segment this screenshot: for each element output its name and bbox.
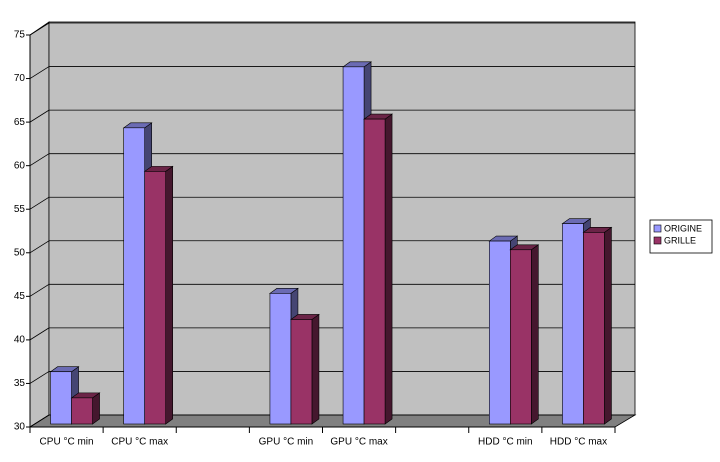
bar	[363, 118, 386, 425]
grid-line-side	[29, 153, 50, 167]
y-tick-label: 55	[14, 204, 26, 215]
grid-line-side	[29, 240, 50, 254]
bar	[290, 319, 313, 425]
y-tick-label: 50	[14, 247, 26, 258]
grid-line-side	[29, 414, 50, 428]
side-wall	[29, 21, 50, 428]
x-tick-label: CPU °C min	[40, 437, 94, 448]
y-tick-label: 35	[14, 378, 26, 389]
bar-side	[604, 226, 612, 425]
grid-line-side	[29, 66, 50, 79]
y-tick-label: 40	[14, 335, 26, 346]
grid-line-side	[29, 283, 50, 297]
bar	[144, 171, 166, 425]
grid-line-side	[29, 22, 50, 36]
bar-side	[92, 392, 100, 425]
bar	[71, 397, 93, 425]
legend-label: ORIGINE	[664, 223, 702, 233]
x-tick-label: CPU °C max	[111, 437, 168, 448]
floor	[28, 414, 637, 428]
bar	[489, 240, 511, 425]
grid-line-side	[29, 327, 50, 341]
bar-side	[165, 165, 173, 425]
x-tick-label: GPU °C max	[330, 437, 387, 448]
bar	[342, 66, 365, 425]
bar	[123, 127, 145, 425]
x-tick-label: GPU °C min	[259, 437, 314, 448]
x-tick-label: HDD °C min	[478, 437, 533, 448]
y-tick-label: 70	[14, 73, 26, 84]
bar	[562, 223, 584, 425]
bar-side	[311, 313, 320, 425]
y-tick-label: 30	[14, 422, 26, 433]
bar	[510, 249, 532, 425]
grid-line-side	[29, 109, 50, 123]
bar	[583, 232, 605, 425]
bar-side	[384, 113, 393, 425]
y-tick-label: 65	[14, 117, 26, 128]
y-tick-label: 75	[14, 30, 26, 41]
bar	[50, 371, 72, 425]
legend-swatch	[653, 224, 662, 233]
bar	[269, 293, 292, 425]
y-tick-label: 45	[14, 291, 26, 302]
legend-label: GRILLE	[664, 235, 696, 245]
grid-line-side	[29, 196, 50, 210]
y-tick-label: 60	[14, 160, 26, 171]
legend-swatch	[653, 236, 662, 245]
grid-line-side	[29, 371, 50, 384]
x-tick-label: HDD °C max	[550, 437, 607, 448]
bar-side	[531, 244, 539, 425]
